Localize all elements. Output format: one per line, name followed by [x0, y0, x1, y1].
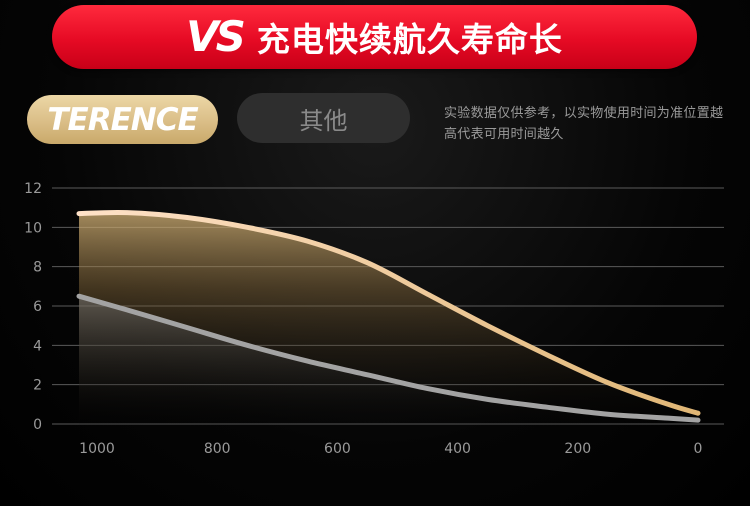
legend-other: 其他	[237, 93, 410, 143]
vs-logo: VS	[186, 12, 246, 61]
y-tick-label-8: 8	[33, 260, 42, 276]
x-tick-label-1000: 1000	[79, 441, 115, 457]
disclaimer-note: 实验数据仅供参考，以实物使用时间为准位置越高代表可用时间越久	[444, 106, 724, 142]
y-tick-label-6: 6	[33, 299, 42, 315]
x-tick-label-400: 400	[444, 441, 471, 457]
y-tick-label-12: 12	[24, 181, 42, 197]
series-line-other	[76, 293, 701, 423]
y-tick-label-10: 10	[24, 220, 42, 236]
legend-terence-label: TERENCE	[47, 101, 198, 138]
banner-title: 充电快续航久寿命长	[256, 20, 563, 59]
x-tick-label-0: 0	[694, 441, 703, 457]
legend-other-label: 其他	[299, 106, 348, 135]
title-banner: VS 充电快续航久寿命长	[52, 5, 697, 69]
series-line-terence	[76, 209, 701, 416]
area-other	[79, 296, 698, 432]
y-tick-label-0: 0	[33, 417, 42, 433]
x-tick-label-200: 200	[564, 441, 591, 457]
x-tick-label-600: 600	[324, 441, 351, 457]
legend-terence: TERENCE	[27, 95, 218, 144]
x-tick-label-800: 800	[204, 441, 231, 457]
y-tick-label-4: 4	[33, 338, 42, 354]
y-tick-label-2: 2	[33, 378, 42, 394]
